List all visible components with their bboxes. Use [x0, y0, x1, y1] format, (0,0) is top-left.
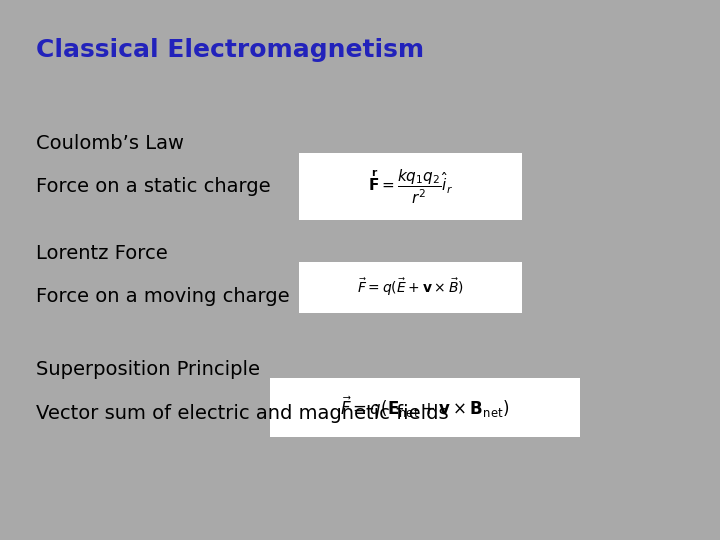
Text: Force on a moving charge: Force on a moving charge: [36, 287, 289, 307]
FancyBboxPatch shape: [270, 378, 580, 437]
FancyBboxPatch shape: [299, 261, 522, 313]
Text: Coulomb’s Law: Coulomb’s Law: [36, 133, 184, 153]
Text: Superposition Principle: Superposition Principle: [36, 360, 260, 380]
Text: Force on a static charge: Force on a static charge: [36, 177, 271, 196]
Text: $\overset{\mathbf{r}}{\mathbf{F}} = \dfrac{kq_1q_2}{r^2}\hat{i}_r$: $\overset{\mathbf{r}}{\mathbf{F}} = \dfr…: [368, 167, 453, 206]
Text: Vector sum of electric and magnetic fields: Vector sum of electric and magnetic fiel…: [36, 403, 449, 423]
Text: $\vec{F}=q(\vec{E}+\mathbf{v}\times\vec{B})$: $\vec{F}=q(\vec{E}+\mathbf{v}\times\vec{…: [357, 276, 464, 298]
Text: Classical Electromagnetism: Classical Electromagnetism: [36, 38, 424, 62]
Text: $\vec{F}=q(\mathbf{E}_{\mathrm{net}}+\mathbf{v}\times\mathbf{B}_{\mathrm{net}})$: $\vec{F}=q(\mathbf{E}_{\mathrm{net}}+\ma…: [340, 394, 510, 421]
FancyBboxPatch shape: [299, 152, 522, 220]
Text: Lorentz Force: Lorentz Force: [36, 244, 168, 264]
